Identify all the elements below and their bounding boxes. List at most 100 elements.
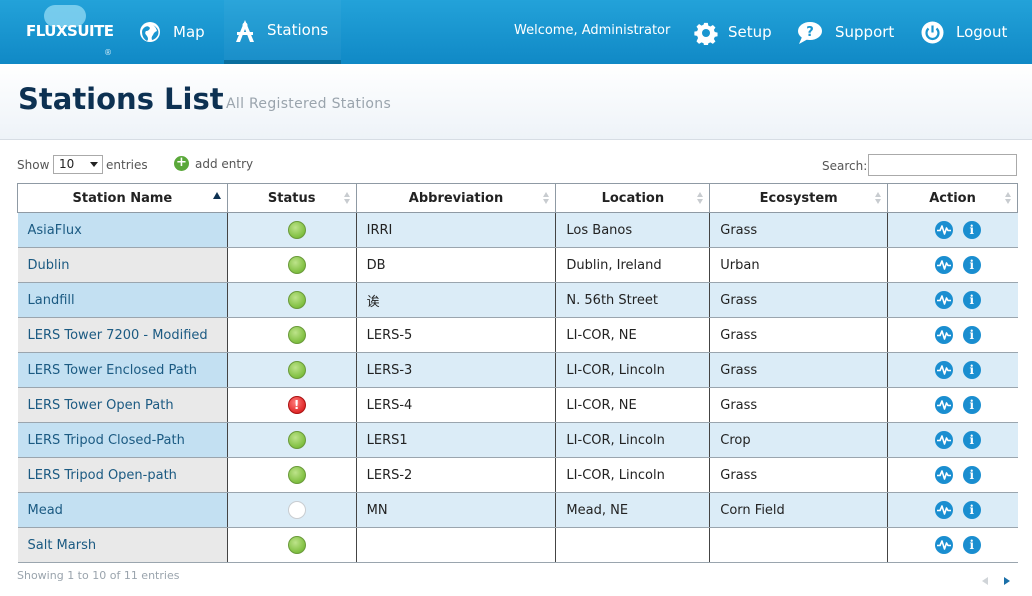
table-row[interactable]: Mead MN Mead, NE Corn Field i <box>17 492 1018 528</box>
table-row[interactable]: LERS Tower Open Path! LERS-4 LI-COR, NE Gra… <box>17 387 1018 423</box>
ecosystem-cell: Grass <box>709 387 889 423</box>
info-icon[interactable]: i <box>962 221 981 239</box>
activity-icon[interactable] <box>934 466 953 484</box>
fluxsuite-logo[interactable]: FLUXSUITE ® <box>20 2 114 60</box>
activity-icon[interactable] <box>934 396 953 414</box>
ecosystem-cell: Corn Field <box>709 492 889 528</box>
status-cell <box>227 457 357 493</box>
column-header-label: Abbreviation <box>408 190 504 206</box>
action-cell: i <box>887 212 1018 248</box>
status-ok-icon <box>287 361 306 379</box>
status-ok-icon <box>287 326 306 344</box>
table-row[interactable]: LERS Tower Enclosed Path LERS-3 LI-COR, Li… <box>17 352 1018 388</box>
table-row[interactable]: LERS Tripod Open-path LERS-2 LI-COR, Linco… <box>17 457 1018 493</box>
status-cell <box>227 212 357 248</box>
info-icon[interactable]: i <box>962 466 981 484</box>
nav-map[interactable]: Map <box>139 0 205 64</box>
page-size-select[interactable]: 10 <box>53 155 103 174</box>
table-row[interactable]: Salt Marsh i <box>17 527 1018 563</box>
column-header-location[interactable]: Location <box>555 183 711 213</box>
tower-icon <box>233 19 255 42</box>
nav-stations[interactable]: Stations <box>224 0 341 64</box>
column-header-ecosystem[interactable]: Ecosystem <box>709 183 889 213</box>
stations-table: Station Name Status Abbreviation Locatio… <box>17 183 1018 563</box>
status-cell <box>227 492 357 528</box>
nav-logout[interactable]: Logout <box>921 0 1007 64</box>
column-header-label: Ecosystem <box>759 190 838 206</box>
abbreviation-cell: DB <box>356 247 557 283</box>
column-header-status[interactable]: Status <box>226 183 357 213</box>
station-name-cell[interactable]: Salt Marsh <box>17 527 228 563</box>
add-entry-button[interactable]: + add entry <box>174 156 253 171</box>
location-cell: LI-COR, Lincoln <box>555 422 711 458</box>
station-name-cell[interactable]: LERS Tripod Open-path <box>17 457 228 493</box>
location-cell: N. 56th Street <box>555 282 711 318</box>
station-name-cell[interactable]: Landfill <box>17 282 228 318</box>
station-name-cell[interactable]: LERS Tower Enclosed Path <box>17 352 228 388</box>
activity-icon[interactable] <box>934 431 953 449</box>
table-row[interactable]: LERS Tower 7200 - Modified LERS-5 LI-COR, … <box>17 317 1018 353</box>
info-icon[interactable]: i <box>962 256 981 274</box>
logo-emblem <box>44 5 86 27</box>
page-size-value: 10 <box>59 157 75 171</box>
column-header-label: Action <box>929 190 976 206</box>
info-icon[interactable]: i <box>962 536 981 554</box>
search-label: Search: <box>822 159 868 173</box>
station-name-cell[interactable]: LERS Tower 7200 - Modified <box>17 317 228 353</box>
previous-page-icon[interactable] <box>982 577 988 585</box>
activity-icon[interactable] <box>934 536 953 554</box>
next-page-icon[interactable] <box>1004 577 1010 585</box>
info-icon[interactable]: i <box>962 291 981 309</box>
station-name-cell[interactable]: LERS Tower Open Path <box>17 387 228 423</box>
add-entry-label: add entry <box>195 156 254 171</box>
abbreviation-cell: LERS-4 <box>356 387 557 423</box>
search-input[interactable] <box>868 154 1017 176</box>
location-cell: LI-COR, Lincoln <box>555 457 711 493</box>
nav-setup[interactable]: Setup <box>694 0 772 64</box>
activity-icon[interactable] <box>934 291 953 309</box>
svg-text:?: ? <box>806 25 814 40</box>
station-name-cell[interactable]: AsiaFlux <box>17 212 228 248</box>
sort-icon <box>543 192 550 205</box>
column-header-action[interactable]: Action <box>887 183 1018 213</box>
table-row[interactable]: AsiaFlux IRRI Los Banos Grass i <box>17 212 1018 248</box>
action-cell: i <box>887 457 1018 493</box>
station-name-cell[interactable]: Mead <box>17 492 228 528</box>
abbreviation-cell: 诶 <box>356 282 557 318</box>
status-cell <box>227 282 357 318</box>
globe-icon <box>139 21 161 43</box>
table-row[interactable]: LERS Tripod Closed-Path LERS1 LI-COR, Linc… <box>17 422 1018 458</box>
column-header-abbreviation[interactable]: Abbreviation <box>355 183 557 213</box>
nav-support[interactable]: ? Support <box>797 0 894 64</box>
info-icon[interactable]: i <box>962 396 981 414</box>
abbreviation-cell: LERS-3 <box>356 352 557 388</box>
activity-icon[interactable] <box>934 326 953 344</box>
nav-stations-label: Stations <box>267 21 329 39</box>
status-cell <box>227 247 357 283</box>
station-name-cell[interactable]: LERS Tripod Closed-Path <box>17 422 228 458</box>
status-cell: ! <box>227 387 357 423</box>
ecosystem-cell: Grass <box>709 457 889 493</box>
activity-icon[interactable] <box>934 361 953 379</box>
ecosystem-cell: Grass <box>709 212 889 248</box>
sort-ascending-icon <box>212 192 221 199</box>
station-name-cell[interactable]: Dublin <box>17 247 228 283</box>
info-icon[interactable]: i <box>962 326 981 344</box>
activity-icon[interactable] <box>934 501 953 519</box>
info-icon[interactable]: i <box>962 431 981 449</box>
activity-icon[interactable] <box>934 256 953 274</box>
status-cell <box>227 422 357 458</box>
action-cell: i <box>887 422 1018 458</box>
info-icon[interactable]: i <box>962 361 981 379</box>
column-header-station-name[interactable]: Station Name <box>17 183 228 213</box>
page-header: Stations List All Registered Stations <box>0 64 1032 140</box>
power-icon <box>921 21 944 44</box>
location-cell: LI-COR, NE <box>555 317 711 353</box>
info-icon[interactable]: i <box>962 501 981 519</box>
ecosystem-cell: Urban <box>709 247 889 283</box>
plus-icon: + <box>174 156 189 171</box>
location-cell <box>555 527 711 563</box>
table-row[interactable]: Dublin DB Dublin, Ireland Urban i <box>17 247 1018 283</box>
activity-icon[interactable] <box>934 221 953 239</box>
table-row[interactable]: Landfill 诶 N. 56th Street Grass i <box>17 282 1018 318</box>
